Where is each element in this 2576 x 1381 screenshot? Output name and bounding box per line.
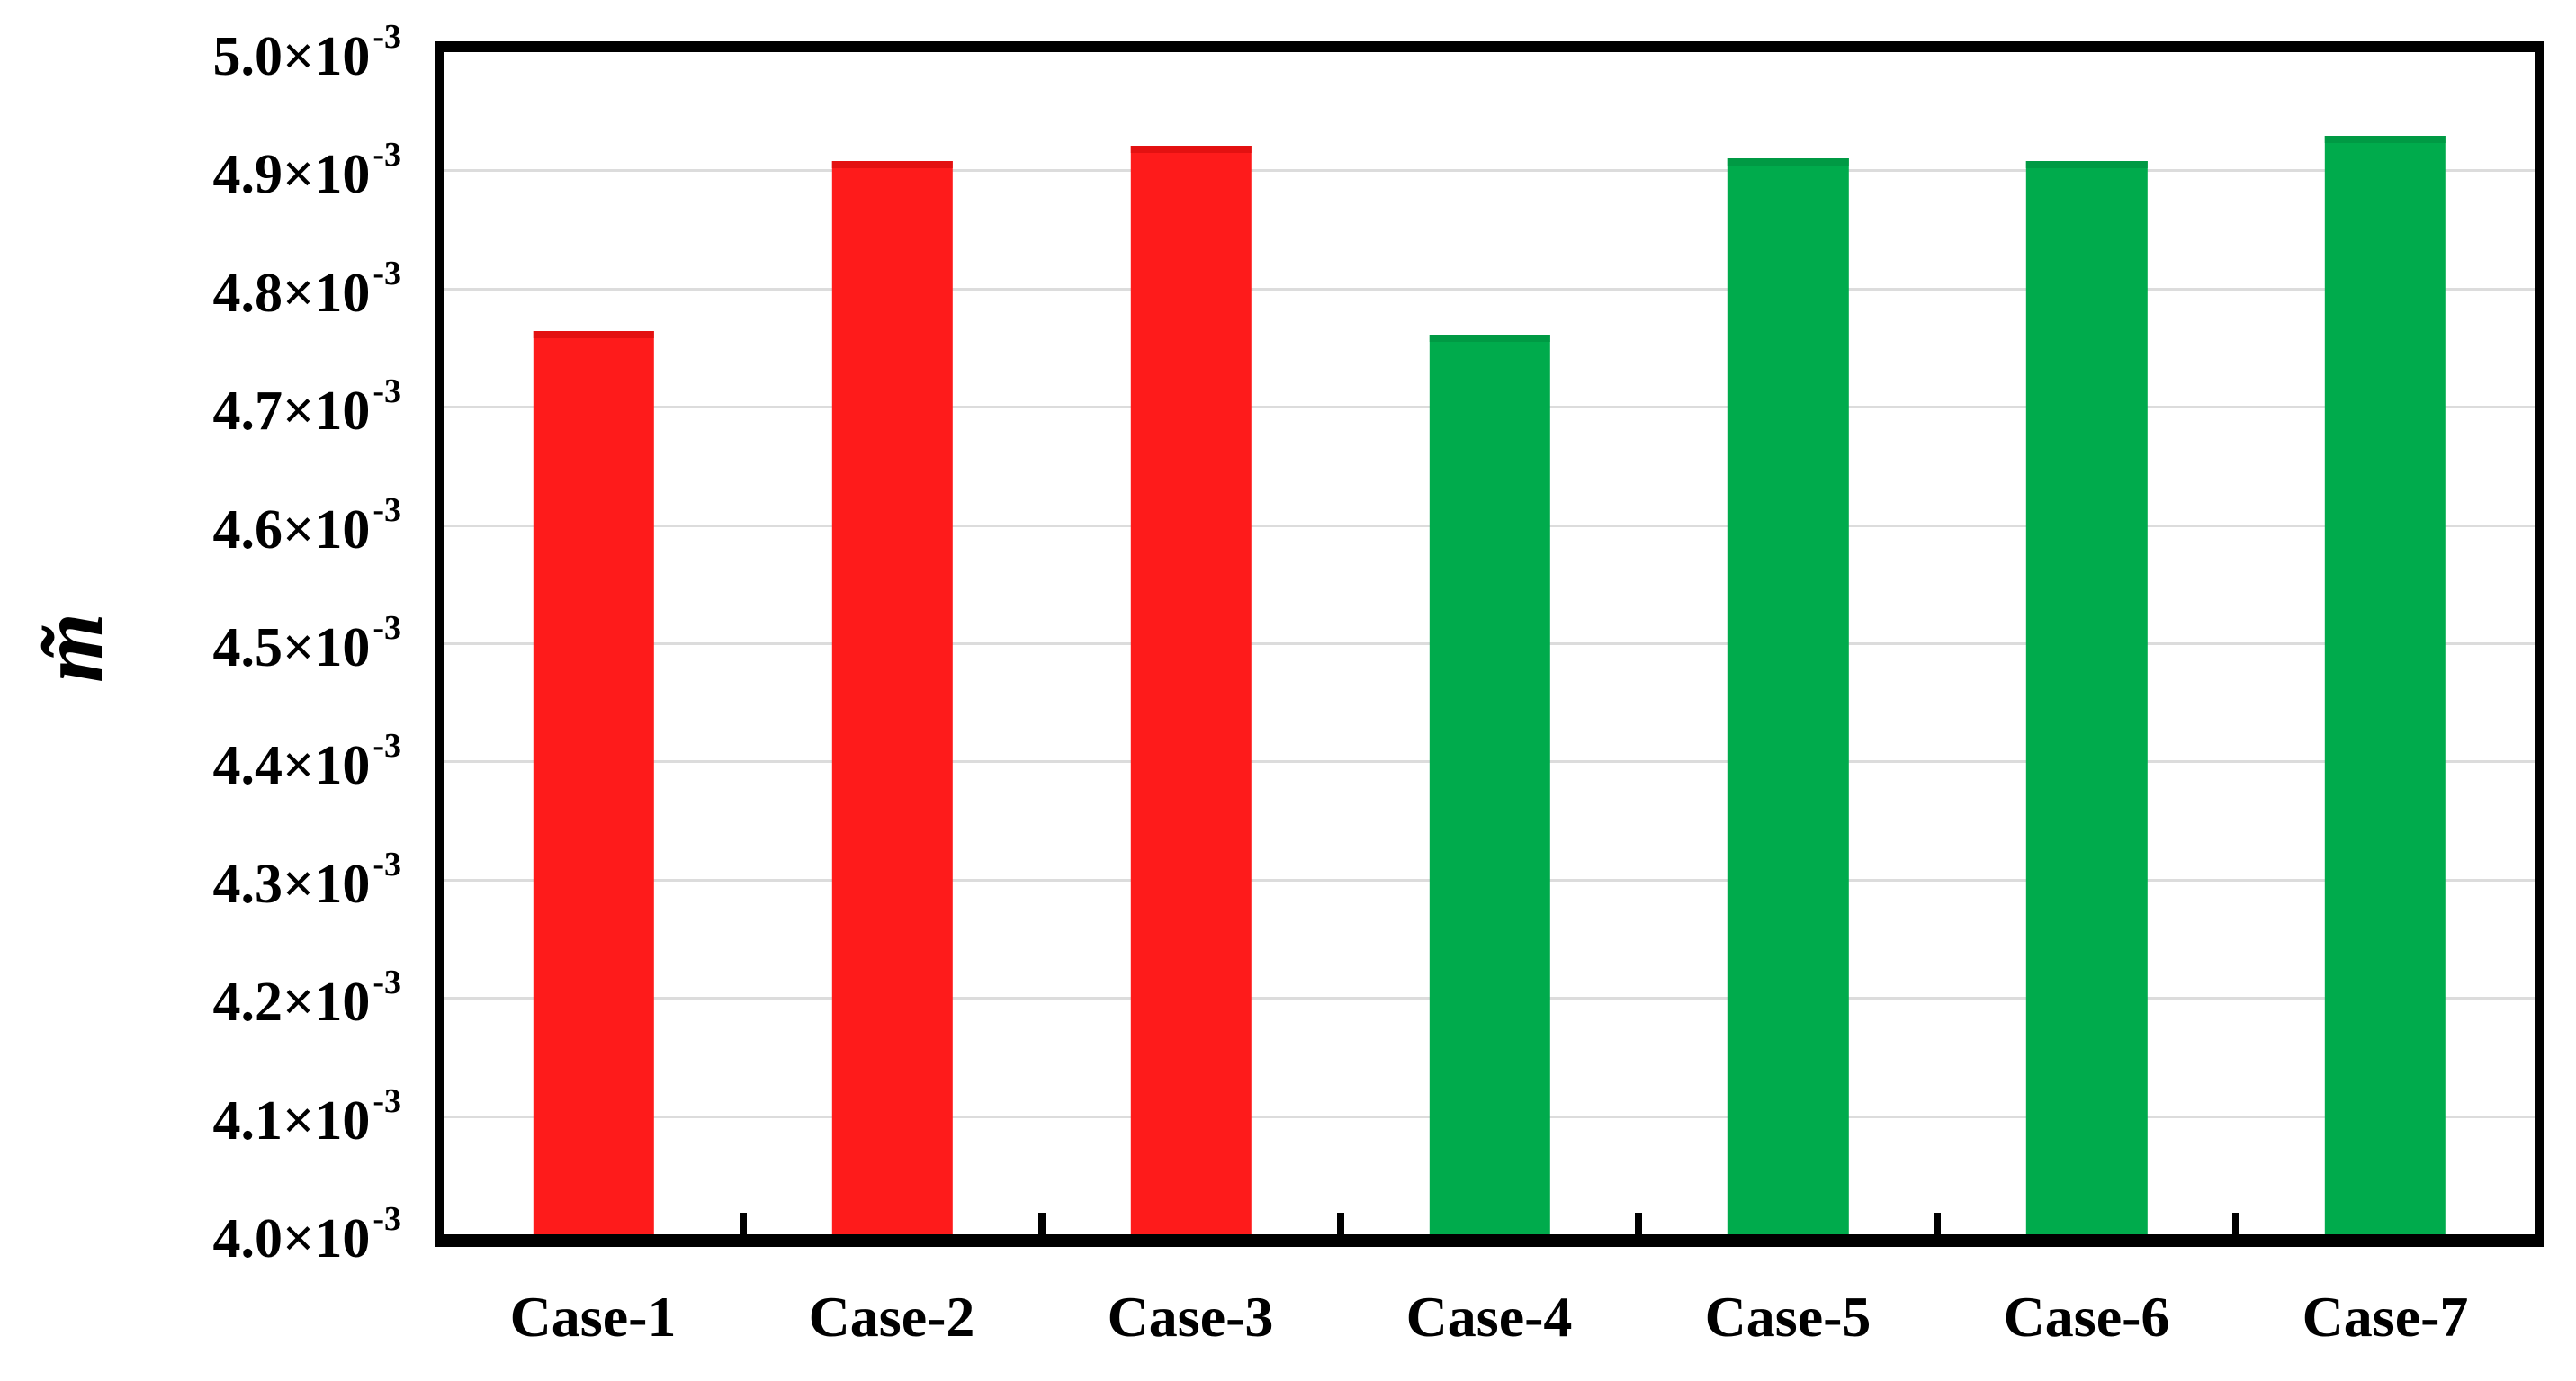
x-boundary-tick — [739, 1213, 747, 1234]
y-tick-mantissa: 4.6×10 — [212, 498, 371, 560]
x-ticks-layer — [444, 52, 2535, 1234]
x-tick-label-case-7: Case-7 — [2302, 1285, 2469, 1349]
y-tick-exponent: -3 — [372, 964, 401, 1002]
y-tick-exponent: -3 — [372, 727, 401, 766]
y-tick-exponent: -3 — [372, 372, 401, 411]
x-boundary-tick — [2232, 1213, 2240, 1234]
y-tick-mantissa: 4.3×10 — [212, 853, 371, 915]
y-tick-label: 4.5×10-3 — [213, 611, 402, 676]
bar-case-6 — [2026, 160, 2148, 1234]
y-tick-exponent: -3 — [372, 136, 401, 175]
y-tick-mantissa: 4.4×10 — [212, 735, 371, 797]
y-tick-exponent: -3 — [372, 609, 401, 647]
x-tick-label-case-2: Case-2 — [808, 1285, 975, 1349]
x-tick-label-case-3: Case-3 — [1107, 1285, 1274, 1349]
x-axis-tick-labels: Case-1 Case-2 Case-3 Case-4 Case-5 Case-6 Case… — [444, 1260, 2535, 1368]
y-tick-mantissa: 4.2×10 — [212, 972, 371, 1034]
gridline — [444, 287, 2535, 291]
y-tick-mantissa: 4.5×10 — [212, 617, 371, 678]
y-tick-mantissa: 4.8×10 — [212, 262, 371, 324]
y-tick-mantissa: 4.0×10 — [212, 1208, 371, 1269]
x-tick-label-case-5: Case-5 — [1704, 1285, 1871, 1349]
bar-case-7 — [2324, 136, 2446, 1234]
x-boundary-tick — [1635, 1213, 1643, 1234]
plot-area — [435, 41, 2544, 1247]
y-tick-label: 4.2×10-3 — [213, 965, 402, 1030]
y-tick-exponent: -3 — [372, 845, 401, 883]
bar-case-3 — [1130, 145, 1252, 1234]
bar-case-2 — [831, 160, 953, 1234]
y-tick-exponent: -3 — [372, 18, 401, 56]
y-axis-tick-labels: 5.0×10-3 4.9×10-3 4.8×10-3 4.7×10-3 4.6×10-3… — [0, 20, 402, 1267]
y-tick-exponent: -3 — [372, 254, 401, 292]
y-tick-mantissa: 4.7×10 — [212, 381, 371, 443]
bar-case-1 — [533, 331, 655, 1234]
bar-case-5 — [1728, 158, 1849, 1234]
y-tick-exponent: -3 — [372, 1081, 401, 1120]
x-tick-label-case-4: Case-4 — [1405, 1285, 1573, 1349]
gridline — [444, 169, 2535, 173]
y-tick-mantissa: 5.0×10 — [212, 26, 371, 87]
y-tick-mantissa: 4.1×10 — [212, 1090, 371, 1152]
y-tick-label: 4.6×10-3 — [213, 493, 402, 558]
y-tick-exponent: -3 — [372, 1200, 401, 1238]
y-tick-exponent: -3 — [372, 490, 401, 529]
bars-layer — [444, 52, 2535, 1234]
x-tick-label-case-1: Case-1 — [509, 1285, 677, 1349]
plot-inner — [444, 52, 2535, 1234]
y-tick-mantissa: 4.9×10 — [212, 144, 371, 206]
y-tick-label: 4.7×10-3 — [213, 374, 402, 439]
y-tick-label: 4.4×10-3 — [213, 729, 402, 794]
y-tick-label: 4.1×10-3 — [213, 1084, 402, 1149]
x-boundary-tick — [1336, 1213, 1344, 1234]
x-boundary-tick — [1934, 1213, 1942, 1234]
y-tick-label: 5.0×10-3 — [213, 20, 402, 85]
bar-case-4 — [1429, 335, 1550, 1234]
y-tick-label: 4.9×10-3 — [213, 138, 402, 202]
x-boundary-tick — [1037, 1213, 1046, 1234]
y-tick-label: 4.8×10-3 — [213, 256, 402, 321]
y-tick-label: 4.3×10-3 — [213, 847, 402, 912]
y-tick-label: 4.0×10-3 — [213, 1202, 402, 1267]
x-tick-label-case-6: Case-6 — [2003, 1285, 2170, 1349]
